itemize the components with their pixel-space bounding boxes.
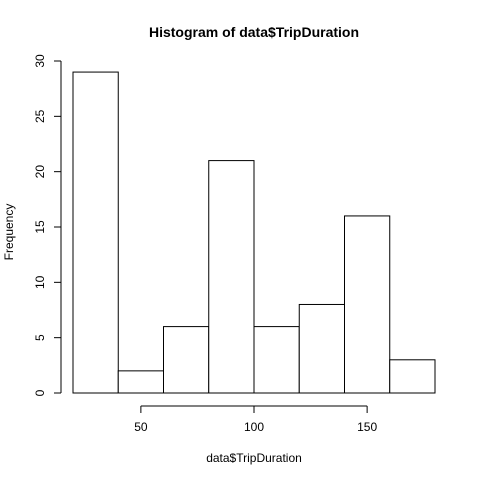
- y-tick-label-15: 15: [33, 220, 47, 234]
- y-tick-label-25: 25: [33, 109, 47, 123]
- histogram-bar-5: [253, 326, 300, 394]
- histogram-bar-8: [389, 359, 436, 394]
- y-tick-label-5: 5: [33, 334, 47, 341]
- y-tick-label-10: 10: [33, 275, 47, 289]
- bars-group: [72, 71, 436, 394]
- histogram-bar-2: [117, 370, 164, 394]
- histogram-bar-6: [298, 303, 345, 394]
- y-axis: 0 5 10 15 20 25 30: [33, 54, 62, 396]
- y-axis-label: Frequency: [2, 204, 16, 261]
- y-tick-label-20: 20: [33, 165, 47, 179]
- histogram-bar-3: [163, 326, 210, 394]
- x-tick-label-50: 50: [134, 420, 148, 434]
- x-axis-label: data$TripDuration: [206, 451, 302, 465]
- y-tick-label-0: 0: [33, 389, 47, 396]
- y-tick-label-30: 30: [33, 54, 47, 68]
- x-axis: 50 100 150: [134, 405, 377, 434]
- x-tick-label-150: 150: [357, 420, 377, 434]
- histogram-bar-4: [208, 160, 255, 394]
- x-tick-label-100: 100: [244, 420, 264, 434]
- histogram-bar-7: [344, 215, 391, 394]
- chart-title: Histogram of data$TripDuration: [149, 24, 359, 40]
- histogram-bar-1: [72, 71, 119, 394]
